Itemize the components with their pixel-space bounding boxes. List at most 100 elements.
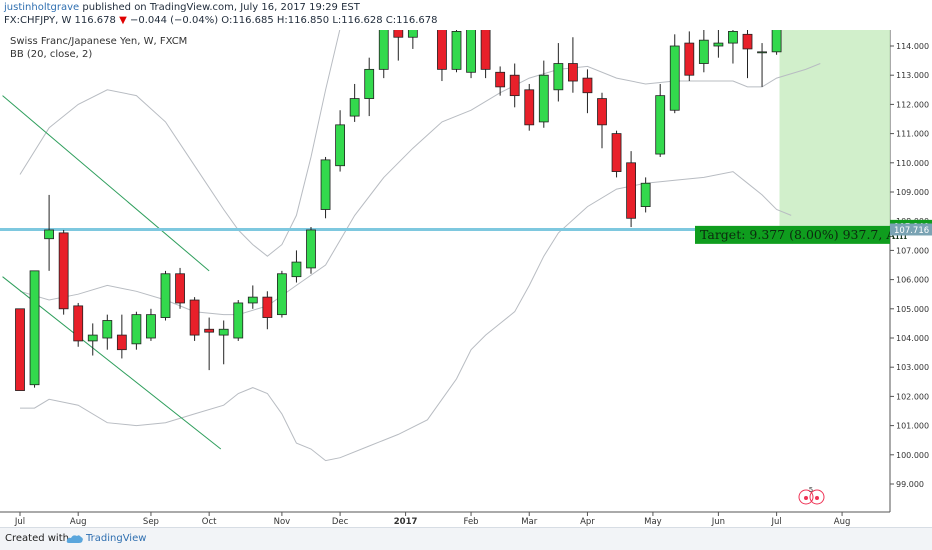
published-text: published on TradingView.com, July 16, 2… xyxy=(82,2,360,13)
x-tick-label: Aug xyxy=(70,517,87,527)
y-tick-label: 107.000 xyxy=(896,246,929,255)
y-tick-label: 111.000 xyxy=(896,130,929,139)
candle-body xyxy=(437,30,447,70)
candle-body xyxy=(146,314,156,339)
event-marker-icon[interactable]: 5 xyxy=(798,486,825,505)
candle[interactable] xyxy=(407,30,418,49)
candle[interactable] xyxy=(364,57,375,117)
candle[interactable] xyxy=(684,31,695,82)
candle[interactable] xyxy=(582,69,593,114)
candle[interactable] xyxy=(262,291,273,330)
candle-body xyxy=(728,30,738,44)
x-tick-label: Jul xyxy=(770,517,781,527)
candle[interactable] xyxy=(509,63,520,108)
candle[interactable] xyxy=(15,308,25,391)
tradingview-brand[interactable]: TradingView xyxy=(86,533,147,544)
candle[interactable] xyxy=(655,83,666,157)
candle[interactable] xyxy=(611,130,622,178)
candle[interactable] xyxy=(349,83,360,122)
candle[interactable] xyxy=(378,30,389,79)
candle[interactable] xyxy=(757,43,767,87)
candle-body xyxy=(626,162,636,219)
y-tick-label: 105.000 xyxy=(896,305,929,314)
candle[interactable] xyxy=(116,314,127,359)
candle[interactable] xyxy=(335,110,346,172)
candle[interactable] xyxy=(320,156,331,219)
y-tick-label: 109.000 xyxy=(896,188,929,197)
candle-body xyxy=(189,299,200,336)
symbol-label: FX:CHFJPY, W xyxy=(4,15,72,26)
candle[interactable] xyxy=(247,285,258,309)
candle[interactable] xyxy=(771,30,782,55)
candle[interactable] xyxy=(728,30,738,64)
candle[interactable] xyxy=(291,250,302,283)
candle[interactable] xyxy=(626,151,636,228)
candle[interactable] xyxy=(480,30,491,79)
target-zone[interactable] xyxy=(779,30,890,226)
candle[interactable] xyxy=(393,30,404,61)
candle-body xyxy=(87,334,98,342)
event-marker-ring-left xyxy=(798,489,814,505)
y-tick-label: 103.000 xyxy=(896,363,929,372)
candle[interactable] xyxy=(131,311,142,350)
candle-body xyxy=(15,308,25,391)
candle[interactable] xyxy=(189,297,200,341)
event-marker-ring-right xyxy=(809,489,825,505)
candle[interactable] xyxy=(146,308,156,341)
price-axis[interactable]: 118.000117.000116.000115.000114.000113.0… xyxy=(890,30,929,489)
candle-body xyxy=(524,89,535,126)
price-chart[interactable]: Swiss Franc/Japanese Yen, W, FXCM BB (20,… xyxy=(0,30,932,527)
x-tick-label: Oct xyxy=(202,517,217,527)
candle[interactable] xyxy=(218,320,229,365)
candle[interactable] xyxy=(568,37,578,93)
candle-body xyxy=(204,328,215,333)
candle[interactable] xyxy=(87,323,98,356)
candle-body xyxy=(451,30,462,70)
candle[interactable] xyxy=(175,267,185,309)
candle[interactable] xyxy=(73,302,84,347)
candle[interactable] xyxy=(44,194,54,271)
candle[interactable] xyxy=(713,30,724,58)
created-with-text: Created with xyxy=(5,533,69,544)
candle[interactable] xyxy=(29,270,40,388)
candle-body xyxy=(349,98,360,117)
change-down-icon: ▼ xyxy=(119,15,127,26)
candle[interactable] xyxy=(306,227,316,274)
ohlc-values: O:116.685 H:116.850 L:116.628 C:116.678 xyxy=(221,15,438,26)
candle[interactable] xyxy=(698,30,709,73)
candle[interactable] xyxy=(597,92,607,149)
y-tick-label: 99.000 xyxy=(896,480,924,489)
time-axis[interactable]: Jul Aug Sep Oct Nov Dec 2017 Feb Mar Apr May Jun Jul… xyxy=(14,512,851,527)
candle[interactable] xyxy=(640,177,651,213)
candle[interactable] xyxy=(102,314,113,350)
candle[interactable] xyxy=(524,83,535,131)
candle[interactable] xyxy=(276,270,287,318)
plot-area[interactable] xyxy=(0,30,890,512)
candle[interactable] xyxy=(742,30,753,79)
candle[interactable] xyxy=(437,30,447,82)
candle-body xyxy=(597,98,607,126)
candle[interactable] xyxy=(466,30,476,79)
price-axis-label-text: 107.716 xyxy=(894,226,929,236)
x-tick-label: Mar xyxy=(521,517,538,527)
candle[interactable] xyxy=(669,34,680,114)
candle-body xyxy=(116,334,127,351)
candle-body xyxy=(247,296,258,304)
candle[interactable] xyxy=(553,43,564,102)
candle[interactable] xyxy=(204,317,215,371)
author-link[interactable]: justinholtgrave xyxy=(4,2,80,13)
candle-body xyxy=(306,229,316,269)
target-label[interactable]: Target: 9.377 (8.00%) 937.7, Am xyxy=(695,225,907,244)
trend-line-1[interactable] xyxy=(2,95,210,272)
candle-body xyxy=(175,273,185,304)
candle[interactable] xyxy=(451,30,462,73)
candle[interactable] xyxy=(58,229,69,315)
candle-body xyxy=(102,320,113,339)
candle[interactable] xyxy=(233,300,244,341)
candle[interactable] xyxy=(495,66,506,96)
bb-lower-band xyxy=(20,171,792,462)
candle[interactable] xyxy=(160,270,171,321)
y-tick-label: 100.000 xyxy=(896,451,929,460)
candle[interactable] xyxy=(538,60,549,128)
x-tick-label: May xyxy=(644,517,662,527)
